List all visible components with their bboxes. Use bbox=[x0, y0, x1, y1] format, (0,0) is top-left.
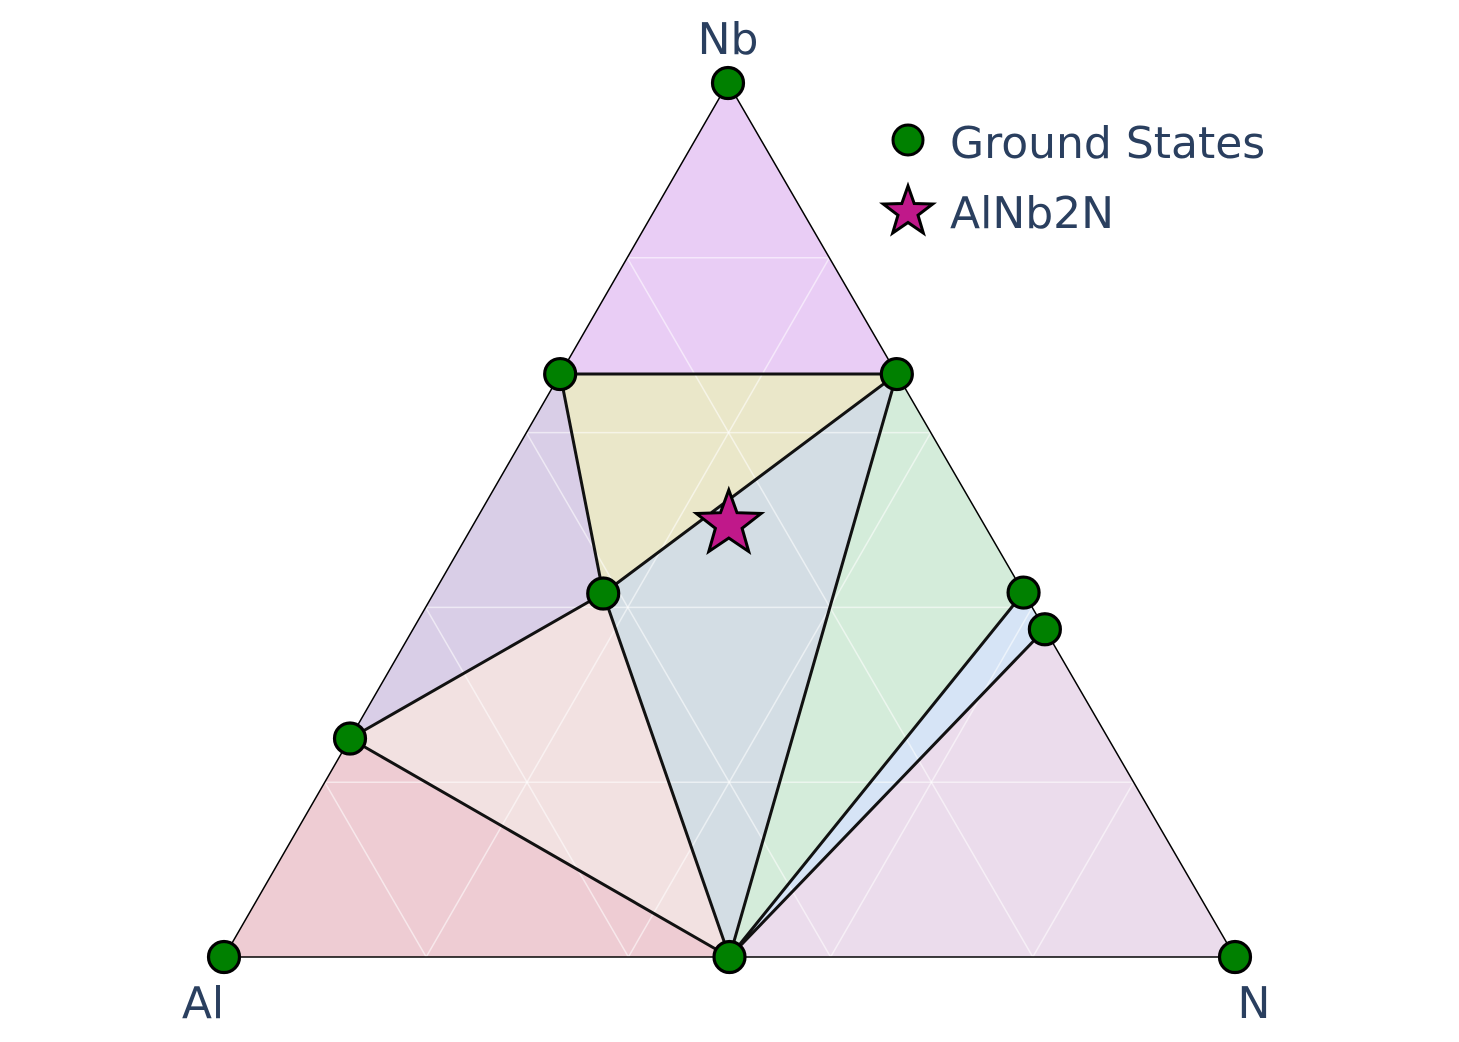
legend-marker-star bbox=[879, 181, 937, 237]
grid-line bbox=[525, 432, 832, 958]
vertex-label-bottom-left: Al bbox=[182, 978, 224, 1029]
phase-region bbox=[350, 374, 604, 739]
ground-state-points bbox=[206, 65, 1253, 975]
phase-region bbox=[560, 374, 897, 594]
vertex-label-bottom-right: N bbox=[1238, 978, 1271, 1029]
highlight-marker bbox=[692, 485, 766, 556]
phase-region bbox=[224, 738, 730, 957]
ground-state-point bbox=[879, 356, 914, 392]
grid-line bbox=[324, 781, 427, 958]
phase-region bbox=[729, 629, 1235, 957]
tie-line bbox=[728, 591, 1025, 958]
tie-line bbox=[602, 372, 898, 595]
tie-line bbox=[728, 628, 1046, 959]
grid-line bbox=[1032, 781, 1135, 958]
tie-line bbox=[349, 737, 731, 959]
grid-line bbox=[829, 607, 1033, 958]
phase-region bbox=[560, 83, 897, 375]
grid-line bbox=[424, 607, 630, 958]
legend-label-alnb2n: AlNb2N bbox=[950, 188, 1114, 239]
alnb2n-star bbox=[692, 485, 766, 556]
vertex-label-top: Nb bbox=[698, 14, 759, 65]
tie-lines bbox=[349, 372, 1046, 959]
ground-state-point bbox=[710, 65, 746, 101]
phase-region bbox=[729, 374, 1024, 957]
tie-line bbox=[728, 373, 899, 958]
phase-region bbox=[603, 374, 897, 957]
ground-state-point bbox=[1027, 612, 1062, 647]
ground-state-point bbox=[206, 939, 242, 975]
ground-state-point bbox=[332, 721, 368, 756]
phase-region bbox=[729, 592, 1045, 957]
tie-line bbox=[349, 592, 604, 740]
ground-state-point bbox=[1006, 575, 1041, 610]
tie-line bbox=[601, 593, 731, 958]
legend-marker-ground-states bbox=[891, 123, 925, 157]
legend-label-ground-states: Ground States bbox=[950, 118, 1265, 169]
grid-line bbox=[627, 432, 932, 958]
ground-state-point bbox=[543, 356, 578, 392]
tie-line bbox=[558, 373, 605, 594]
ground-state-point bbox=[1217, 939, 1253, 975]
ground-state-point bbox=[586, 576, 621, 611]
ground-state-point bbox=[712, 939, 747, 975]
legend: Ground States AlNb2N bbox=[879, 118, 1265, 239]
